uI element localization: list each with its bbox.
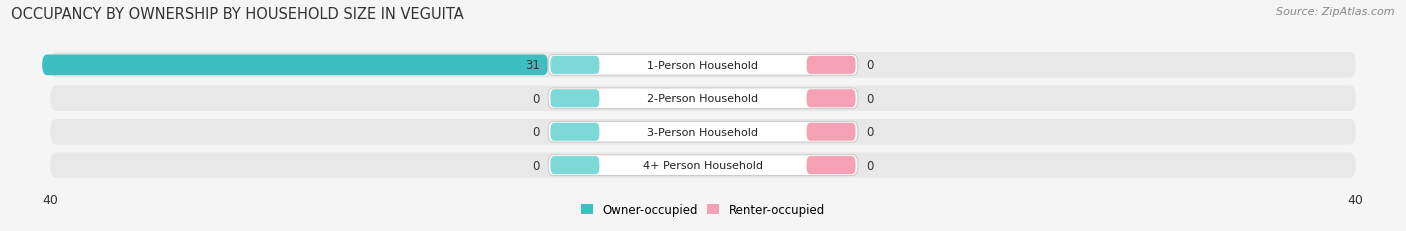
FancyBboxPatch shape bbox=[550, 57, 599, 75]
FancyBboxPatch shape bbox=[51, 86, 1355, 112]
Legend: Owner-occupied, Renter-occupied: Owner-occupied, Renter-occupied bbox=[581, 203, 825, 216]
Text: 3-Person Household: 3-Person Household bbox=[648, 127, 758, 137]
Text: 0: 0 bbox=[533, 92, 540, 105]
FancyBboxPatch shape bbox=[807, 57, 856, 75]
FancyBboxPatch shape bbox=[548, 155, 858, 176]
Text: Source: ZipAtlas.com: Source: ZipAtlas.com bbox=[1277, 7, 1395, 17]
Text: 0: 0 bbox=[866, 159, 873, 172]
Text: 0: 0 bbox=[533, 126, 540, 139]
FancyBboxPatch shape bbox=[807, 156, 856, 174]
Text: 1-Person Household: 1-Person Household bbox=[648, 61, 758, 70]
Text: 0: 0 bbox=[866, 92, 873, 105]
FancyBboxPatch shape bbox=[550, 123, 599, 141]
FancyBboxPatch shape bbox=[807, 90, 856, 108]
FancyBboxPatch shape bbox=[548, 122, 858, 143]
FancyBboxPatch shape bbox=[51, 153, 1355, 178]
FancyBboxPatch shape bbox=[548, 55, 858, 76]
FancyBboxPatch shape bbox=[550, 90, 599, 108]
Text: 2-Person Household: 2-Person Household bbox=[647, 94, 759, 104]
FancyBboxPatch shape bbox=[807, 123, 856, 141]
Text: OCCUPANCY BY OWNERSHIP BY HOUSEHOLD SIZE IN VEGUITA: OCCUPANCY BY OWNERSHIP BY HOUSEHOLD SIZE… bbox=[11, 7, 464, 22]
FancyBboxPatch shape bbox=[42, 55, 548, 76]
Text: 0: 0 bbox=[533, 159, 540, 172]
Text: 0: 0 bbox=[866, 126, 873, 139]
FancyBboxPatch shape bbox=[51, 119, 1355, 145]
FancyBboxPatch shape bbox=[51, 53, 1355, 78]
Text: 0: 0 bbox=[866, 59, 873, 72]
Text: 4+ Person Household: 4+ Person Household bbox=[643, 161, 763, 170]
FancyBboxPatch shape bbox=[550, 156, 599, 174]
Text: 31: 31 bbox=[524, 59, 540, 72]
FancyBboxPatch shape bbox=[548, 88, 858, 109]
